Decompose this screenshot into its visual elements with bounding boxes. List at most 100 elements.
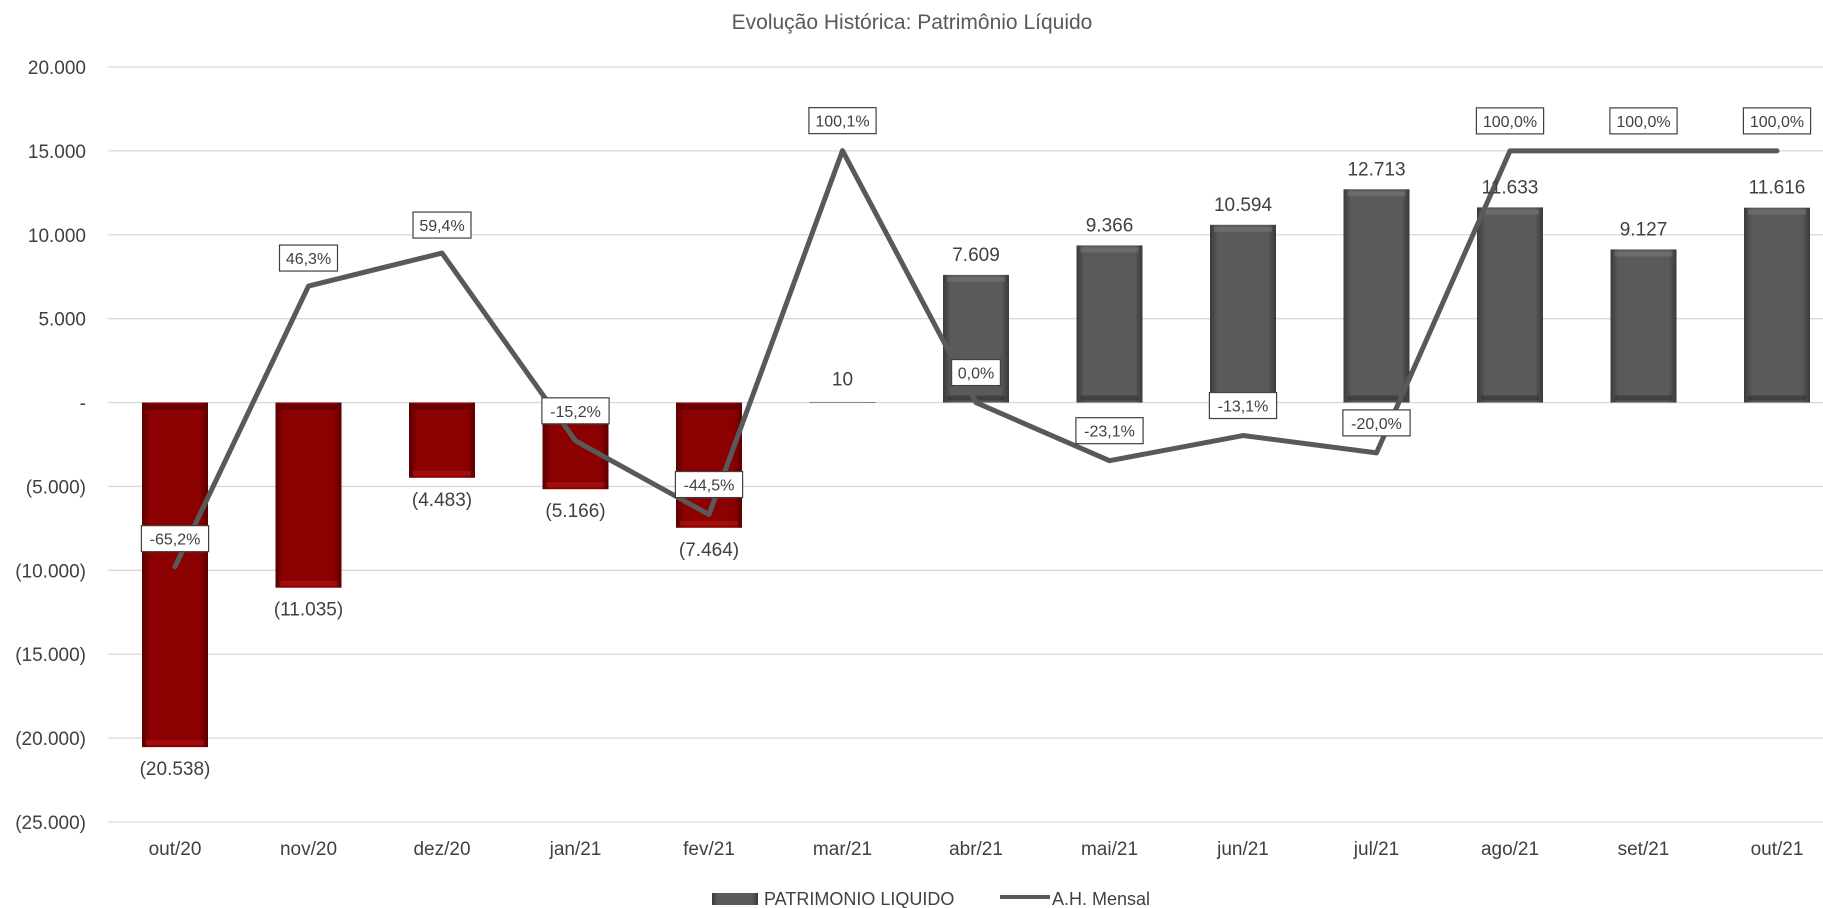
y-tick-label: 10.000 <box>28 226 86 247</box>
bar-data-label: 10 <box>832 370 853 391</box>
bar-data-label: 10.594 <box>1214 195 1273 216</box>
line-label-box <box>541 397 610 425</box>
x-axis: out/20 nov/20 dez/20 jan/21 fev/21 mar/21 abr/… <box>149 839 1804 860</box>
y-tick-label: 20.000 <box>28 58 86 79</box>
line-data-label: 59,4% <box>412 211 472 239</box>
bar <box>1076 245 1143 403</box>
line-data-label: 100,1% <box>808 107 877 135</box>
x-tick-label: mar/21 <box>813 839 872 860</box>
line-data-label: 100,0% <box>1742 107 1812 135</box>
x-tick-label: ago/21 <box>1481 839 1539 860</box>
line-label-text: 100,0% <box>1483 114 1537 131</box>
legend-label-line: A.H. Mensal <box>1052 889 1150 908</box>
bar-bevel-bottom <box>546 482 605 488</box>
bar-bevel-top <box>413 404 471 410</box>
line-data-label: 0,0% <box>950 358 1001 387</box>
line-label-box <box>1742 107 1812 135</box>
line-label-text: -44,5% <box>684 478 735 495</box>
y-tick-label: - <box>80 394 86 415</box>
x-tick-label: set/21 <box>1618 839 1670 860</box>
bar-bevel-top <box>680 404 738 410</box>
bar-bevel-top <box>1614 251 1673 257</box>
line-label-text: 46,3% <box>286 251 331 268</box>
bar-data-labels: (20.538) (11.035) (4.483) (5.166) (7.464) 10 7… <box>140 159 1806 780</box>
line-data-label: 100,0% <box>1609 107 1678 135</box>
x-tick-label: nov/20 <box>280 839 337 860</box>
line-label-box <box>950 358 1001 387</box>
y-tick-label: (5.000) <box>26 477 86 498</box>
bar-data-label: 9.366 <box>1086 215 1134 236</box>
bar-bevel-bottom <box>1614 395 1673 401</box>
line-series <box>172 148 1780 570</box>
x-tick-label: jun/21 <box>1216 839 1269 860</box>
line-data-label: -20,0% <box>1342 409 1411 437</box>
bar-data-label: 11.633 <box>1482 177 1539 198</box>
gridlines <box>108 66 1823 823</box>
bar-bevel-top <box>1748 209 1806 215</box>
line-label-box <box>808 107 877 135</box>
x-tick-label: out/21 <box>1751 839 1804 860</box>
bar-bevel-bottom <box>1080 395 1139 401</box>
line-data-label: 46,3% <box>278 244 339 272</box>
line-label-box <box>1208 391 1278 420</box>
legend-swatch-bar <box>712 893 758 905</box>
y-tick-label: (20.000) <box>15 729 86 750</box>
x-tick-label: abr/21 <box>949 839 1003 860</box>
bar-series <box>142 189 1810 748</box>
y-tick-label: (25.000) <box>15 813 86 834</box>
bar-data-label: (11.035) <box>274 600 343 621</box>
bar-bevel-bottom <box>413 470 471 476</box>
bar-data-label: (20.538) <box>140 759 211 780</box>
x-tick-label: jan/21 <box>549 839 602 860</box>
y-tick-label: 15.000 <box>28 142 86 163</box>
line-label-box <box>1342 409 1411 437</box>
bar-bevel-bottom <box>1481 395 1539 401</box>
bar <box>809 402 876 403</box>
legend: PATRIMONIO LIQUIDO A.H. Mensal <box>712 889 1150 908</box>
chart-title: Evolução Histórica: Patrimônio Líquido <box>732 11 1093 34</box>
bar-bevel-top <box>279 404 338 410</box>
line-label-box <box>674 470 744 499</box>
line-label-text: 59,4% <box>419 218 464 235</box>
bar-bevel-top <box>1347 191 1406 197</box>
bar-data-label: (5.166) <box>545 501 605 522</box>
line-data-labels: -65,2% 46,3% 59,4% -15,2% -44,5% 100,1% 0,0% -2… <box>140 107 1812 553</box>
line-label-box <box>140 525 210 553</box>
bar <box>1610 249 1677 403</box>
bar-data-label: 11.616 <box>1749 178 1806 199</box>
line-label-text: 100,0% <box>1750 114 1804 131</box>
line-ah-mensal <box>172 148 1780 570</box>
line-label-box <box>1075 417 1144 445</box>
bar-data-label: 12.713 <box>1347 159 1405 180</box>
line-label-text: 100,0% <box>1616 114 1670 131</box>
line-data-label: -13,1% <box>1208 391 1278 420</box>
bar <box>142 402 208 748</box>
x-tick-label: out/20 <box>149 839 202 860</box>
bar <box>676 402 742 528</box>
y-tick-label: (15.000) <box>15 645 86 666</box>
x-tick-label: mai/21 <box>1081 839 1138 860</box>
y-axis: 20.000 15.000 10.000 5.000 - (5.000) (10.000) (… <box>15 58 86 834</box>
bar-bevel-top <box>947 276 1005 282</box>
y-tick-label: (10.000) <box>15 561 86 582</box>
bar-data-label: 9.127 <box>1620 219 1668 240</box>
line-label-box <box>278 244 339 272</box>
line-label-text: -15,2% <box>550 404 601 421</box>
x-tick-label: jul/21 <box>1353 839 1399 860</box>
bar-bevel-bottom <box>1748 395 1806 401</box>
line-label-text: -65,2% <box>150 532 201 549</box>
bar <box>409 402 475 478</box>
bar-bevel-top <box>1481 209 1539 215</box>
bar-bevel-bottom <box>146 740 204 746</box>
y-tick-label: 5.000 <box>38 310 86 331</box>
line-label-text: 100,1% <box>815 114 869 131</box>
bar-bevel-top <box>1080 247 1139 253</box>
bar-bevel-bottom <box>680 520 738 526</box>
bar <box>1477 207 1543 403</box>
line-data-label: -65,2% <box>140 525 210 553</box>
x-tick-label: fev/21 <box>683 839 735 860</box>
bar-data-label: (7.464) <box>679 540 739 561</box>
line-data-label: 100,0% <box>1475 107 1545 135</box>
bar-data-label: 7.609 <box>952 245 1000 266</box>
